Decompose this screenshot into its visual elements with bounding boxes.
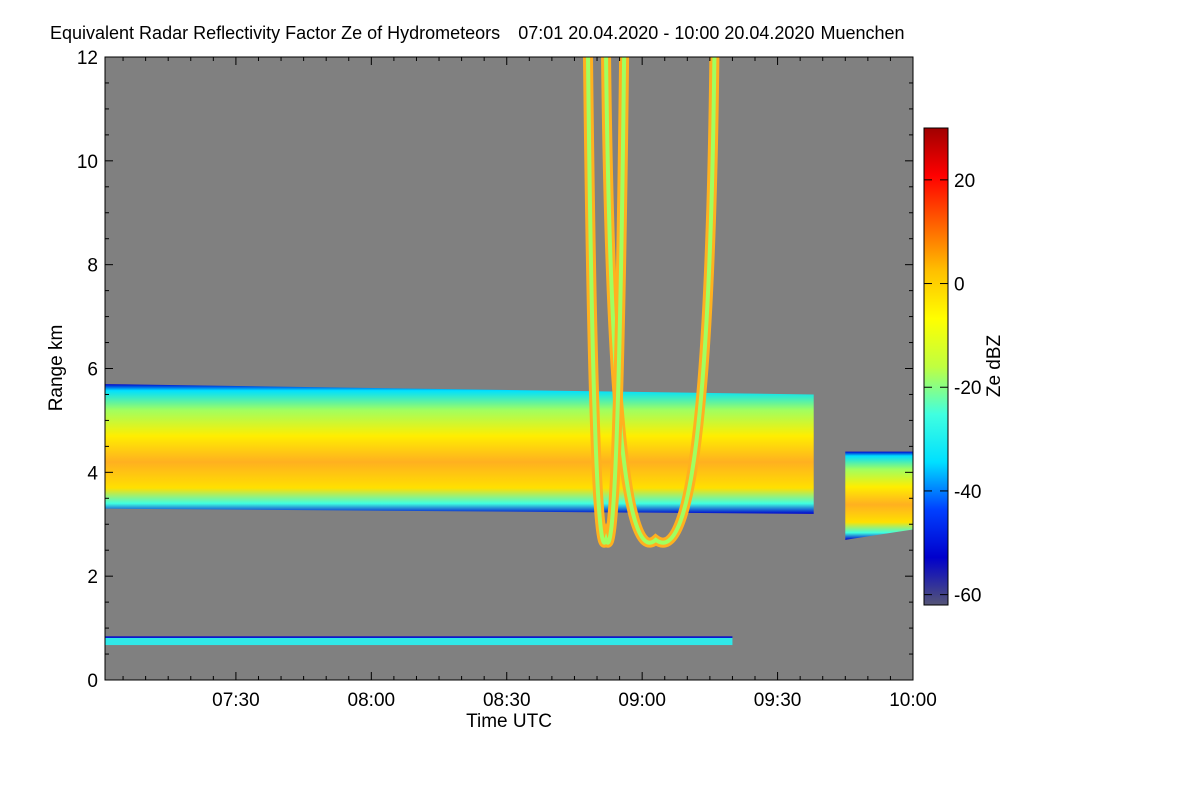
colorbar-tick-label: -40 <box>954 482 981 503</box>
plot-background <box>105 57 913 680</box>
y-axis: 0 2 4 6 8 10 12 <box>77 48 913 692</box>
x-tick-label: 08:30 <box>483 690 531 711</box>
colorbar-label: Ze dBZ <box>984 334 1005 397</box>
x-axis-label: Time UTC <box>466 711 552 732</box>
x-tick-label: 08:00 <box>348 690 396 711</box>
chart-title: Equivalent Radar Reflectivity Factor Ze … <box>50 23 905 43</box>
y-axis-label: Range km <box>46 325 67 412</box>
x-tick-label: 09:30 <box>754 690 802 711</box>
colorbar-tick-label: 20 <box>954 171 975 192</box>
colorbar <box>923 127 949 606</box>
x-tick-label: 07:30 <box>212 690 260 711</box>
echo-trace-core <box>604 57 717 545</box>
colorbar-tick-label: -60 <box>954 586 981 607</box>
y-tick-label: 4 <box>87 463 98 484</box>
cloud-layer-late <box>845 451 913 540</box>
y-tick-label: 6 <box>87 360 98 381</box>
y-tick-label: 12 <box>77 48 98 69</box>
y-tick-label: 8 <box>87 256 98 277</box>
x-axis: 07:30 08:00 08:30 09:00 09:30 10:00 <box>122 57 937 711</box>
cloud-layer <box>105 384 814 514</box>
echo-trace-core <box>585 57 627 545</box>
low-echo-band <box>105 637 733 646</box>
colorbar-tick-label: 0 <box>954 275 965 296</box>
colorbar-tick-label: -20 <box>954 378 981 399</box>
x-tick-label: 09:00 <box>618 690 666 711</box>
y-tick-label: 2 <box>87 567 98 588</box>
plot-area <box>105 57 913 646</box>
x-tick-label: 10:00 <box>889 690 937 711</box>
y-tick-label: 10 <box>77 152 98 173</box>
colorbar-axis: 20 0 -20 -40 -60 <box>924 171 981 607</box>
y-tick-label: 0 <box>87 671 98 692</box>
